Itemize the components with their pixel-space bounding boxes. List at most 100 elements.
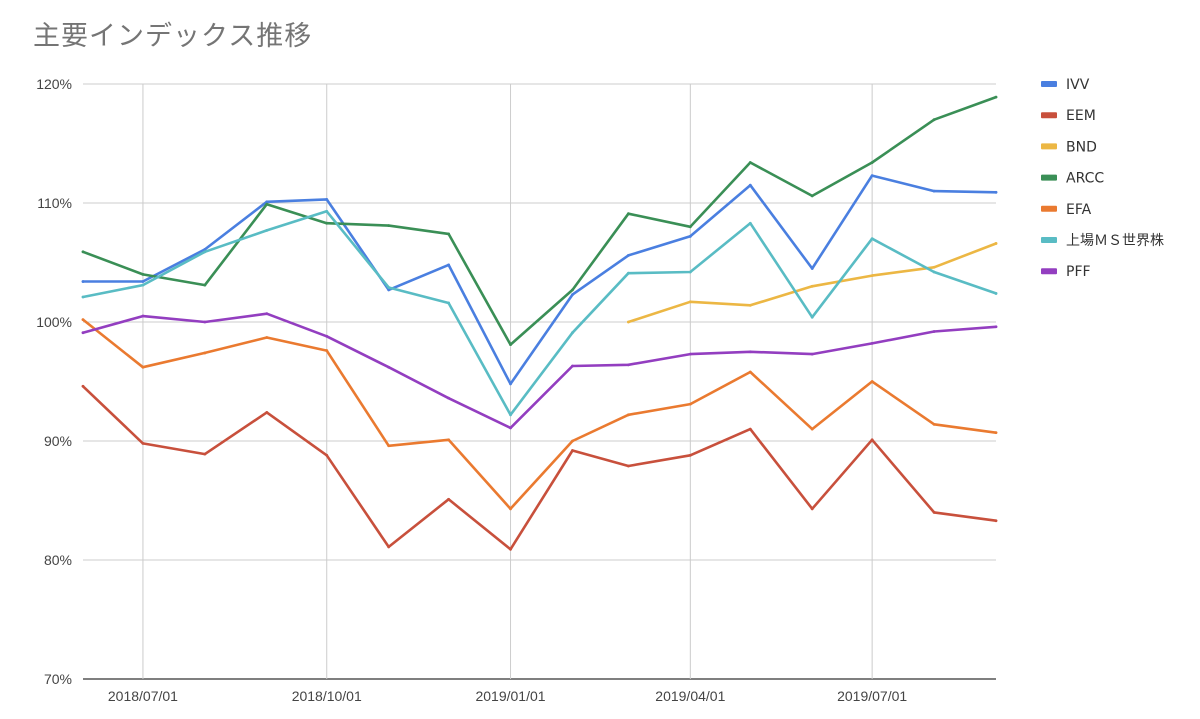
data-point: [810, 507, 814, 511]
chart-title: 主要インデックス推移: [33, 21, 313, 52]
data-point: [810, 284, 814, 288]
data-point: [748, 221, 752, 225]
legend-label: ARCC: [1066, 171, 1104, 187]
data-point: [994, 292, 998, 295]
data-point: [688, 402, 692, 406]
data-point: [932, 265, 936, 269]
data-point: [627, 271, 630, 275]
data-point: [141, 441, 145, 445]
data-point: [509, 426, 512, 430]
data-point: [141, 273, 145, 276]
data-point: [870, 274, 874, 277]
data-point: [932, 330, 936, 333]
data-point: [447, 497, 450, 501]
data-point: [627, 464, 630, 468]
data-point: [509, 382, 512, 386]
data-point: [203, 320, 207, 324]
data-point: [870, 438, 874, 442]
data-point: [627, 253, 630, 257]
grid-lines: [83, 83, 996, 680]
legend-swatch: [1041, 174, 1057, 181]
legend-label: EFA: [1066, 202, 1092, 218]
data-point: [203, 250, 207, 254]
data-point: [387, 286, 391, 289]
legend-swatch: [1041, 237, 1057, 243]
data-point: [748, 370, 752, 374]
data-point: [447, 263, 450, 267]
legend-swatch: [1041, 268, 1057, 275]
data-point: [810, 315, 814, 319]
series-line-上場ＭＳ世界株: [81, 210, 998, 417]
data-point: [141, 314, 145, 318]
data-point: [325, 453, 329, 457]
x-tick-label: 2019/04/01: [655, 688, 725, 704]
y-tick-label: 70%: [44, 671, 72, 687]
data-point: [932, 270, 936, 274]
data-point: [387, 545, 391, 549]
data-point: [748, 427, 752, 431]
series-line-EEM: [81, 385, 998, 551]
data-point: [688, 453, 692, 457]
series-lines: [81, 95, 998, 551]
data-point: [141, 365, 145, 369]
data-point: [265, 228, 269, 232]
x-tick-label: 2018/10/01: [292, 688, 362, 704]
data-point: [387, 444, 391, 448]
data-point: [325, 209, 329, 213]
data-point: [870, 237, 874, 241]
series-line-ARCC: [81, 95, 998, 346]
data-point: [571, 293, 574, 297]
data-point: [748, 303, 752, 307]
y-tick-label: 80%: [44, 552, 72, 568]
data-point: [81, 384, 85, 388]
data-point: [994, 190, 998, 194]
data-point: [141, 283, 145, 287]
data-point: [994, 325, 998, 329]
data-point: [325, 221, 329, 225]
legend: IVV EEM BND ARCC EFA 上場ＭＳ世界株 PFF: [1041, 77, 1164, 280]
data-point: [688, 300, 692, 304]
y-tick-label: 100%: [36, 314, 72, 330]
data-point: [748, 161, 752, 164]
data-point: [447, 232, 450, 236]
data-point: [203, 452, 207, 456]
series-line-IVV: [81, 174, 998, 386]
legend-swatch: [1041, 112, 1057, 119]
data-point: [994, 95, 998, 99]
data-point: [571, 439, 574, 443]
data-point: [447, 301, 450, 305]
data-point: [870, 161, 874, 164]
data-point: [627, 413, 630, 417]
data-point: [571, 288, 574, 292]
data-point: [387, 224, 391, 228]
data-point: [265, 312, 269, 316]
data-point: [325, 334, 329, 338]
series-line-BND: [627, 242, 998, 324]
data-point: [203, 351, 207, 355]
legend-swatch: [1041, 81, 1057, 87]
x-tick-label: 2018/07/01: [108, 688, 178, 704]
data-point: [748, 183, 752, 187]
y-axis-ticks: 70% 80% 90% 100% 110% 120%: [36, 76, 72, 687]
data-point: [810, 194, 814, 198]
data-point: [688, 225, 692, 229]
data-point: [81, 250, 85, 254]
data-point: [265, 202, 269, 206]
data-point: [932, 422, 936, 426]
data-point: [265, 200, 269, 204]
data-point: [509, 413, 512, 417]
data-point: [325, 198, 329, 201]
data-point: [627, 363, 630, 367]
data-point: [81, 331, 85, 335]
data-point: [509, 507, 512, 511]
data-point: [810, 427, 814, 431]
data-point: [932, 511, 936, 514]
legend-label: IVV: [1066, 77, 1090, 93]
data-point: [627, 320, 630, 324]
x-tick-label: 2019/01/01: [475, 688, 545, 704]
data-point: [571, 449, 574, 452]
data-point: [994, 519, 998, 523]
data-point: [81, 280, 85, 283]
y-tick-label: 90%: [44, 433, 72, 449]
